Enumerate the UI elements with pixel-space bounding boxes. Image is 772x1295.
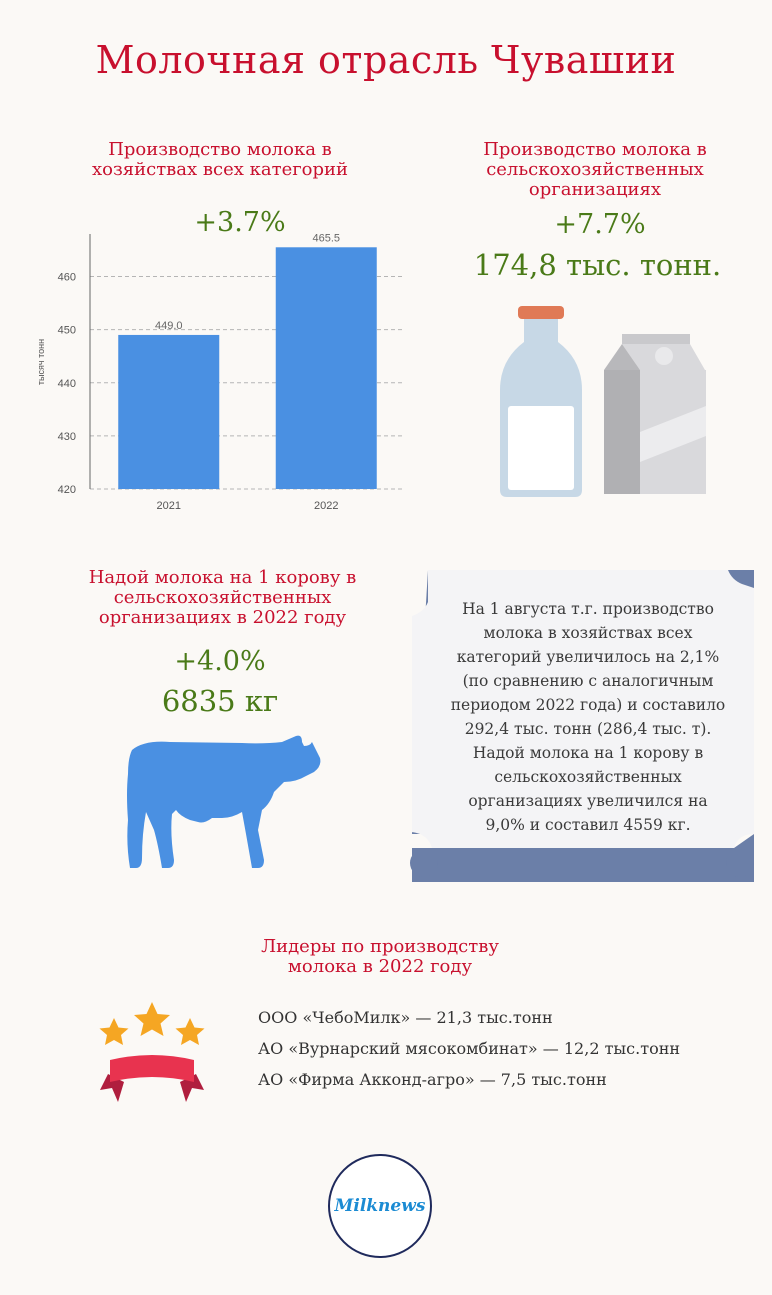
info-panel-line: организациях увеличился на xyxy=(468,792,708,810)
info-panel-text: На 1 августа т.г. производство молока в … xyxy=(426,597,750,837)
section3-heading: Надой молока на 1 корову в сельскохозяйс… xyxy=(55,568,390,628)
logo-text: Milknews xyxy=(334,1196,426,1216)
bar-2021 xyxy=(118,334,220,489)
y-tick-label: 440 xyxy=(58,378,76,390)
y-tick-label: 430 xyxy=(58,431,76,443)
info-panel-line: 292,4 тыс. тонн (286,4 тыс. т). xyxy=(464,720,712,738)
stars-ribbon-icon xyxy=(99,1002,205,1102)
bar-value-label: 465.5 xyxy=(312,232,340,244)
section3-heading-line3: организациях в 2022 году xyxy=(98,607,347,628)
bar-chart: 420 430 440 450 460 449.0 2021 465.5 2022 тысяч … xyxy=(36,232,405,512)
y-tick-label: 460 xyxy=(58,272,76,284)
chart-bars xyxy=(118,247,377,489)
y-axis-label: тысяч тонн xyxy=(36,339,46,385)
page-title: Молочная отрасль Чувашии xyxy=(95,38,677,82)
bar-value-label: 449.0 xyxy=(155,320,183,332)
info-panel-line: (по сравнению с аналогичным xyxy=(462,672,714,690)
x-tick-label: 2021 xyxy=(157,500,181,512)
section2-heading-line2: сельскохозяйственных xyxy=(486,159,704,180)
section1-heading-line1: Производство молока в xyxy=(108,139,332,160)
milk-bottle-icon xyxy=(500,306,582,497)
section3-amount: 6835 кг xyxy=(161,684,279,718)
section1-heading: Производство молока в хозяйствах всех ка… xyxy=(60,140,380,180)
info-panel-line: Надой молока на 1 корову в xyxy=(472,744,704,762)
info-panel-line: категорий увеличилось на 2,1% xyxy=(456,648,720,666)
leaders-heading: Лидеры по производству молока в 2022 год… xyxy=(200,937,560,977)
bar-2022 xyxy=(275,247,377,489)
x-tick-label: 2022 xyxy=(314,500,338,512)
info-panel-line: 9,0% и составил 4559 кг. xyxy=(485,816,691,834)
section2-heading-line1: Производство молока в xyxy=(483,139,707,160)
milknews-logo[interactable]: Milknews xyxy=(328,1154,432,1258)
section2-amount: 174,8 тыс. тонн. xyxy=(473,248,722,282)
milk-carton-icon xyxy=(604,334,706,494)
section2-heading: Производство молока в сельскохозяйственн… xyxy=(440,140,750,200)
leaders-heading-line2: молока в 2022 году xyxy=(287,956,473,977)
y-tick-label: 420 xyxy=(58,484,76,496)
info-panel-line: сельскохозяйственных xyxy=(494,768,682,786)
y-tick-label: 450 xyxy=(58,325,76,337)
section2-heading-line3: организациях xyxy=(528,179,662,200)
leaders-heading-line1: Лидеры по производству xyxy=(261,936,499,957)
chart-labels: 420 430 440 450 460 449.0 2021 465.5 2022 xyxy=(58,232,340,512)
section3-change: +4.0% xyxy=(174,646,266,677)
section3-heading-line2: сельскохозяйственных xyxy=(113,587,332,608)
leader-item-2: АО «Вурнарский мясокомбинат» — 12,2 тыс.… xyxy=(258,1039,681,1058)
info-panel-line: периодом 2022 года) и составило xyxy=(450,696,726,714)
leader-item-1: ООО «ЧебоМилк» — 21,3 тыс.тонн xyxy=(258,1008,553,1027)
leader-item-3: АО «Фирма Акконд-агро» — 7,5 тыс.тонн xyxy=(258,1070,607,1089)
section1-change: +3.7% xyxy=(194,207,286,238)
section1-heading-line2: хозяйствах всех категорий xyxy=(91,159,349,180)
section3-heading-line1: Надой молока на 1 корову в xyxy=(88,567,357,588)
section2-change: +7.7% xyxy=(554,209,646,240)
info-panel-line: молока в хозяйствах всех xyxy=(483,624,693,642)
info-panel-background xyxy=(410,570,754,882)
info-panel-line: На 1 августа т.г. производство xyxy=(462,600,714,618)
cow-icon xyxy=(127,735,321,868)
